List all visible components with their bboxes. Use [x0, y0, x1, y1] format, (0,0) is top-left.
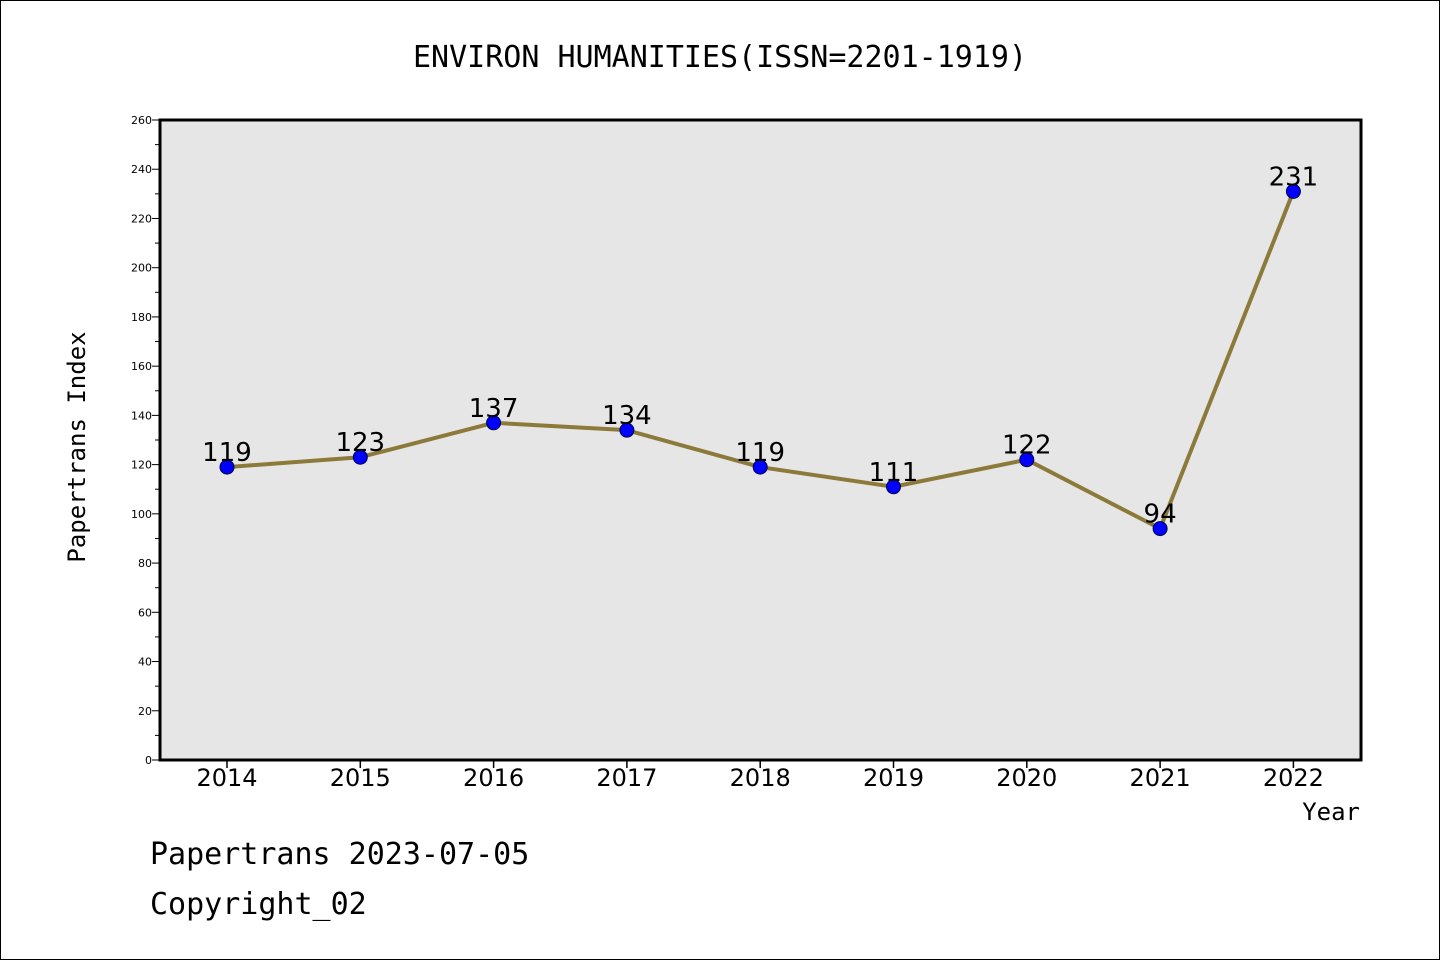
data-point: [1285, 183, 1301, 199]
data-point: [886, 479, 901, 495]
x-tick-label: 2016: [463, 764, 524, 792]
x-tick-label: 2020: [996, 764, 1057, 792]
x-tick-label: 2022: [1263, 764, 1324, 792]
y-tick-label: 20: [138, 705, 152, 718]
y-tick-label: 240: [131, 163, 152, 176]
x-tick-label: 2017: [596, 764, 657, 792]
data-point: [352, 449, 368, 465]
data-label: 119: [735, 438, 785, 468]
y-tick-label: 180: [131, 311, 152, 324]
data-label: 119: [202, 438, 252, 468]
y-tick-label: 140: [131, 409, 152, 422]
x-axis: 2014 2015 2016 2017 2018 2019 2020 2021 2022: [196, 760, 1324, 792]
y-tick-label: 60: [138, 606, 152, 619]
y-tick-label: 0: [145, 754, 152, 767]
data-label: 123: [335, 428, 385, 458]
y-axis: 0 20 40 60 80 100 120 140 160 180 200 220 240 260: [131, 114, 160, 767]
data-label: 94: [1144, 500, 1177, 530]
data-point: [1019, 452, 1035, 468]
data-label: 134: [602, 401, 652, 431]
plot-area: [158, 118, 1363, 762]
x-tick-label: 2015: [330, 764, 391, 792]
series-line: 119 123 137 134 119 111 122 94 231: [202, 162, 1319, 537]
data-point: [752, 459, 768, 475]
data-label: 111: [869, 458, 919, 488]
footer-date: Papertrans 2023-07-05: [150, 837, 529, 872]
data-point: [486, 415, 502, 431]
y-axis-label: Papertrans Index: [63, 331, 91, 562]
footer-copyright: Copyright_02: [150, 887, 367, 922]
y-tick-label: 260: [131, 114, 152, 127]
y-tick-label: 100: [131, 508, 152, 521]
y-tick-label: 40: [138, 656, 152, 669]
y-tick-label: 160: [131, 360, 152, 373]
y-tick-label: 220: [131, 212, 152, 225]
y-tick-label: 120: [131, 459, 152, 472]
data-point: [619, 422, 635, 438]
x-tick-label: 2014: [196, 764, 257, 792]
y-tick-label: 80: [138, 557, 152, 570]
chart-title: ENVIRON HUMANITIES(ISSN=2201-1919): [413, 40, 1027, 75]
data-label: 137: [469, 394, 519, 424]
data-label: 122: [1002, 431, 1052, 461]
x-tick-label: 2018: [730, 764, 791, 792]
data-point: [1152, 521, 1168, 537]
data-point: [219, 459, 235, 475]
y-tick-label: 200: [131, 262, 152, 275]
data-label: 231: [1269, 162, 1319, 192]
x-tick-label: 2019: [863, 764, 924, 792]
x-tick-label: 2021: [1130, 764, 1191, 792]
x-axis-label: Year: [1302, 798, 1360, 826]
